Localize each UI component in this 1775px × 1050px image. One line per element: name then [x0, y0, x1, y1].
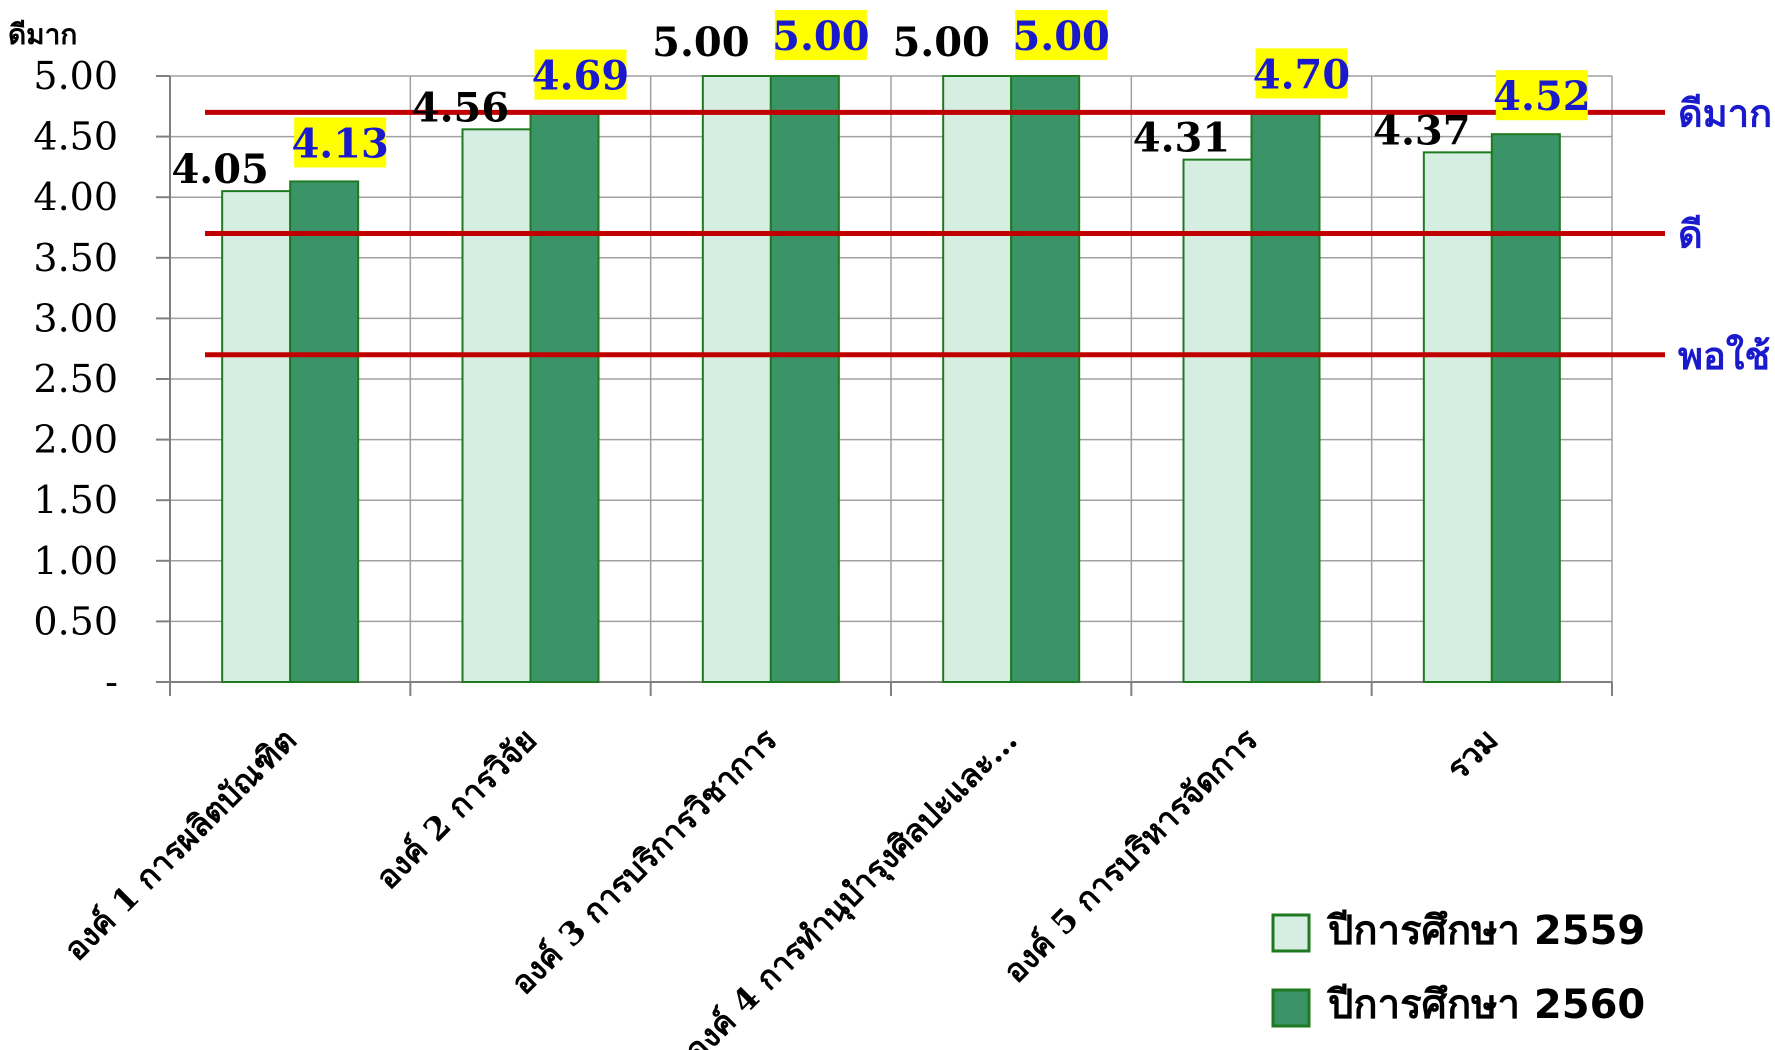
legend-swatch-2560 [1271, 988, 1311, 1028]
bar-2559 [1422, 151, 1493, 683]
data-label-2560: 4.13 [291, 120, 388, 167]
y-tick-label: 0.50 [33, 599, 118, 643]
reference-line-label: พอใช้ [1678, 334, 1770, 378]
reference-line-label: ดี [1678, 213, 1703, 257]
y-tick-label: 2.50 [33, 357, 118, 401]
x-tick-label: องค์ 1 การผลิตบัณฑิต [56, 721, 303, 968]
data-label-2559: 4.56 [412, 84, 509, 131]
data-label-2560: 5.00 [772, 13, 869, 60]
bar-2560 [769, 75, 840, 683]
data-label-2559: 5.00 [652, 19, 749, 66]
x-tick-label: องค์ 5 การบริหารจัดการ [996, 721, 1266, 991]
legend: ปีการศึกษา 2559 ปีการศึกษา 2560 [1271, 908, 1645, 1028]
data-label-highlight [774, 10, 867, 60]
bar-2559 [461, 128, 532, 683]
y-tick-label: 2.00 [33, 418, 118, 462]
legend-label-2559: ปีการศึกษา 2559 [1326, 908, 1645, 954]
y-unit-label: ดีมาก [8, 18, 77, 51]
bar-2560 [1490, 133, 1561, 683]
data-label-2560: 4.70 [1253, 51, 1350, 98]
bar-2559 [221, 190, 292, 683]
y-tick-label: - [105, 660, 118, 704]
y-tick-label: 1.00 [33, 539, 118, 583]
data-label-highlight [294, 117, 387, 168]
data-label-2560: 4.52 [1493, 73, 1590, 120]
data-label-highlight [534, 49, 627, 100]
x-tick-label: องค์ 2 การวิจัย [368, 721, 544, 897]
y-tick-label: 4.00 [33, 175, 118, 219]
bar-2559 [942, 75, 1013, 683]
reference-line-label: ดีมาก [1678, 91, 1772, 135]
data-label-2559: 4.37 [1373, 107, 1470, 154]
y-tick-label: 3.50 [33, 236, 118, 280]
data-label-2560: 4.69 [532, 53, 629, 100]
data-label-2559: 5.00 [892, 19, 989, 66]
y-tick-label: 3.00 [33, 296, 118, 340]
data-label-highlight [1255, 48, 1348, 99]
legend-label-2560: ปีการศึกษา 2560 [1326, 982, 1645, 1028]
legend-swatch-2559 [1271, 913, 1311, 953]
y-tick-label: 4.50 [33, 115, 118, 159]
bar-2560 [1250, 111, 1321, 684]
bar-2560 [289, 180, 360, 683]
y-tick-label: 5.00 [33, 54, 118, 98]
x-tick-label: รวม [1439, 721, 1506, 788]
bar-2559 [1182, 158, 1253, 684]
bar-2560 [529, 112, 600, 683]
x-tick-label: องค์ 3 การบริการวิชาการ [503, 721, 784, 1002]
bar-2559 [701, 75, 772, 683]
data-label-highlight [1015, 10, 1108, 60]
data-label-2559: 4.05 [171, 146, 268, 193]
data-label-highlight [1495, 70, 1588, 121]
data-label-2559: 4.31 [1133, 115, 1230, 162]
y-tick-label: 1.50 [33, 478, 118, 522]
bar-2560 [1010, 75, 1081, 683]
data-label-2560: 5.00 [1012, 13, 1109, 60]
